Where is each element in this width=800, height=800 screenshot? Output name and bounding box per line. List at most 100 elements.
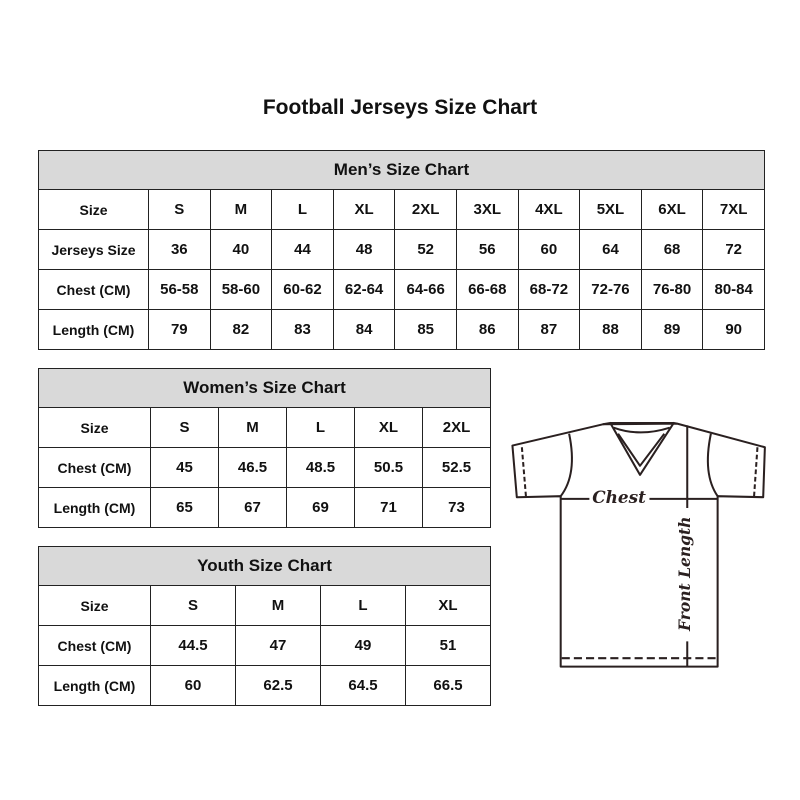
collar-band <box>610 421 674 467</box>
table-cell: M <box>209 189 273 230</box>
left-cuff <box>520 447 527 497</box>
table-cell: S <box>148 189 211 230</box>
row-label: Chest (CM) <box>38 269 149 310</box>
men-table-caption: Men’s Size Chart <box>38 150 765 190</box>
table-row: Length (CM) 65 67 69 71 73 <box>38 487 491 528</box>
table-cell: 64 <box>579 229 642 270</box>
table-cell: 83 <box>271 309 334 350</box>
table-cell: M <box>218 407 287 448</box>
table-cell: 44 <box>271 229 334 270</box>
table-cell: 76-80 <box>640 269 704 310</box>
table-cell: 65 <box>150 487 219 528</box>
table-row: Chest (CM) 44.5 47 49 51 <box>38 625 491 666</box>
table-cell: 52 <box>394 229 457 270</box>
table-cell: 56-58 <box>148 269 211 310</box>
table-cell: 73 <box>422 487 491 528</box>
collar-outer <box>602 421 678 476</box>
row-label: Size <box>38 407 151 448</box>
row-label: Length (CM) <box>38 487 151 528</box>
table-cell: L <box>271 189 334 230</box>
table-cell: 89 <box>640 309 704 350</box>
table-cell: 2XL <box>394 189 457 230</box>
table-cell: 45 <box>150 447 219 488</box>
table-cell: 84 <box>332 309 396 350</box>
table-cell: 68-72 <box>517 269 581 310</box>
table-cell: S <box>150 407 219 448</box>
table-row: Length (CM) 79 82 83 84 85 86 87 88 89 90 <box>38 309 765 350</box>
mens-size-table: Men’s Size Chart Size S M L XL 2XL 3XL 4XL 5XL 6XL… <box>38 150 765 350</box>
table-cell: 62.5 <box>235 665 321 706</box>
table-cell: 72 <box>702 229 765 270</box>
table-cell: 60 <box>517 229 581 270</box>
table-cell: 87 <box>517 309 581 350</box>
right-cuff <box>753 447 759 497</box>
table-cell: 46.5 <box>218 447 287 488</box>
table-cell: 79 <box>148 309 211 350</box>
row-label: Size <box>38 189 149 230</box>
youth-table-caption: Youth Size Chart <box>38 546 491 586</box>
table-cell: L <box>320 585 406 626</box>
women-table-caption: Women’s Size Chart <box>38 368 491 408</box>
row-label: Length (CM) <box>38 309 149 350</box>
table-cell: 82 <box>209 309 273 350</box>
table-cell: 64.5 <box>320 665 406 706</box>
row-label: Size <box>38 585 151 626</box>
shirt-outline <box>511 422 766 668</box>
table-cell: 85 <box>394 309 457 350</box>
table-row: Size S M L XL 2XL 3XL 4XL 5XL 6XL 7XL <box>38 189 765 230</box>
page-title: Football Jerseys Size Chart <box>262 96 538 119</box>
table-cell: 72-76 <box>579 269 642 310</box>
table-cell: 68 <box>640 229 704 270</box>
table-row: Chest (CM) 45 46.5 48.5 50.5 52.5 <box>38 447 491 488</box>
table-cell: 47 <box>235 625 321 666</box>
row-label: Chest (CM) <box>38 447 151 488</box>
table-cell: 2XL <box>422 407 491 448</box>
table-cell: 56 <box>455 229 519 270</box>
table-cell: 69 <box>286 487 355 528</box>
table-row: Jerseys Size 36 40 44 48 52 56 60 64 68 72 <box>38 229 765 270</box>
table-cell: 90 <box>702 309 765 350</box>
table-cell: M <box>235 585 321 626</box>
table-cell: 40 <box>209 229 273 270</box>
youth-size-table: Youth Size Chart Size S M L XL Chest (CM) 44.5 4… <box>38 546 491 706</box>
table-cell: 51 <box>405 625 491 666</box>
table-cell: 86 <box>455 309 519 350</box>
table-row: Chest (CM) 56-58 58-60 60-62 62-64 64-66 66-68… <box>38 269 765 310</box>
table-cell: 44.5 <box>150 625 236 666</box>
table-cell: S <box>150 585 236 626</box>
table-cell: 48.5 <box>286 447 355 488</box>
table-cell: 6XL <box>640 189 704 230</box>
table-cell: 49 <box>320 625 406 666</box>
table-row: Size S M L XL <box>38 585 491 626</box>
table-cell: 62-64 <box>332 269 396 310</box>
womens-size-table: Women’s Size Chart Size S M L XL 2XL Chest (CM)… <box>38 368 491 528</box>
table-cell: 36 <box>148 229 211 270</box>
row-label: Jerseys Size <box>38 229 149 270</box>
table-cell: XL <box>354 407 423 448</box>
table-cell: 3XL <box>455 189 519 230</box>
table-cell: 7XL <box>702 189 765 230</box>
table-cell: 60-62 <box>271 269 334 310</box>
table-cell: 50.5 <box>354 447 423 488</box>
table-cell: 88 <box>579 309 642 350</box>
table-cell: 4XL <box>517 189 581 230</box>
row-label: Length (CM) <box>38 665 151 706</box>
table-cell: 5XL <box>579 189 642 230</box>
table-cell: 58-60 <box>209 269 273 310</box>
front-length-label: Front Length <box>675 517 694 632</box>
left-armhole <box>559 433 573 497</box>
table-row: Size S M L XL 2XL <box>38 407 491 448</box>
table-cell: 60 <box>150 665 236 706</box>
table-row: Length (CM) 60 62.5 64.5 66.5 <box>38 665 491 706</box>
table-cell: 52.5 <box>422 447 491 488</box>
right-armhole <box>706 433 719 497</box>
jersey-diagram: Chest Front Length <box>511 421 766 668</box>
table-cell: 64-66 <box>394 269 457 310</box>
table-cell: 67 <box>218 487 287 528</box>
row-label: Chest (CM) <box>38 625 151 666</box>
chest-label: Chest <box>592 487 646 507</box>
table-cell: XL <box>405 585 491 626</box>
table-cell: 80-84 <box>702 269 765 310</box>
table-cell: 66-68 <box>455 269 519 310</box>
